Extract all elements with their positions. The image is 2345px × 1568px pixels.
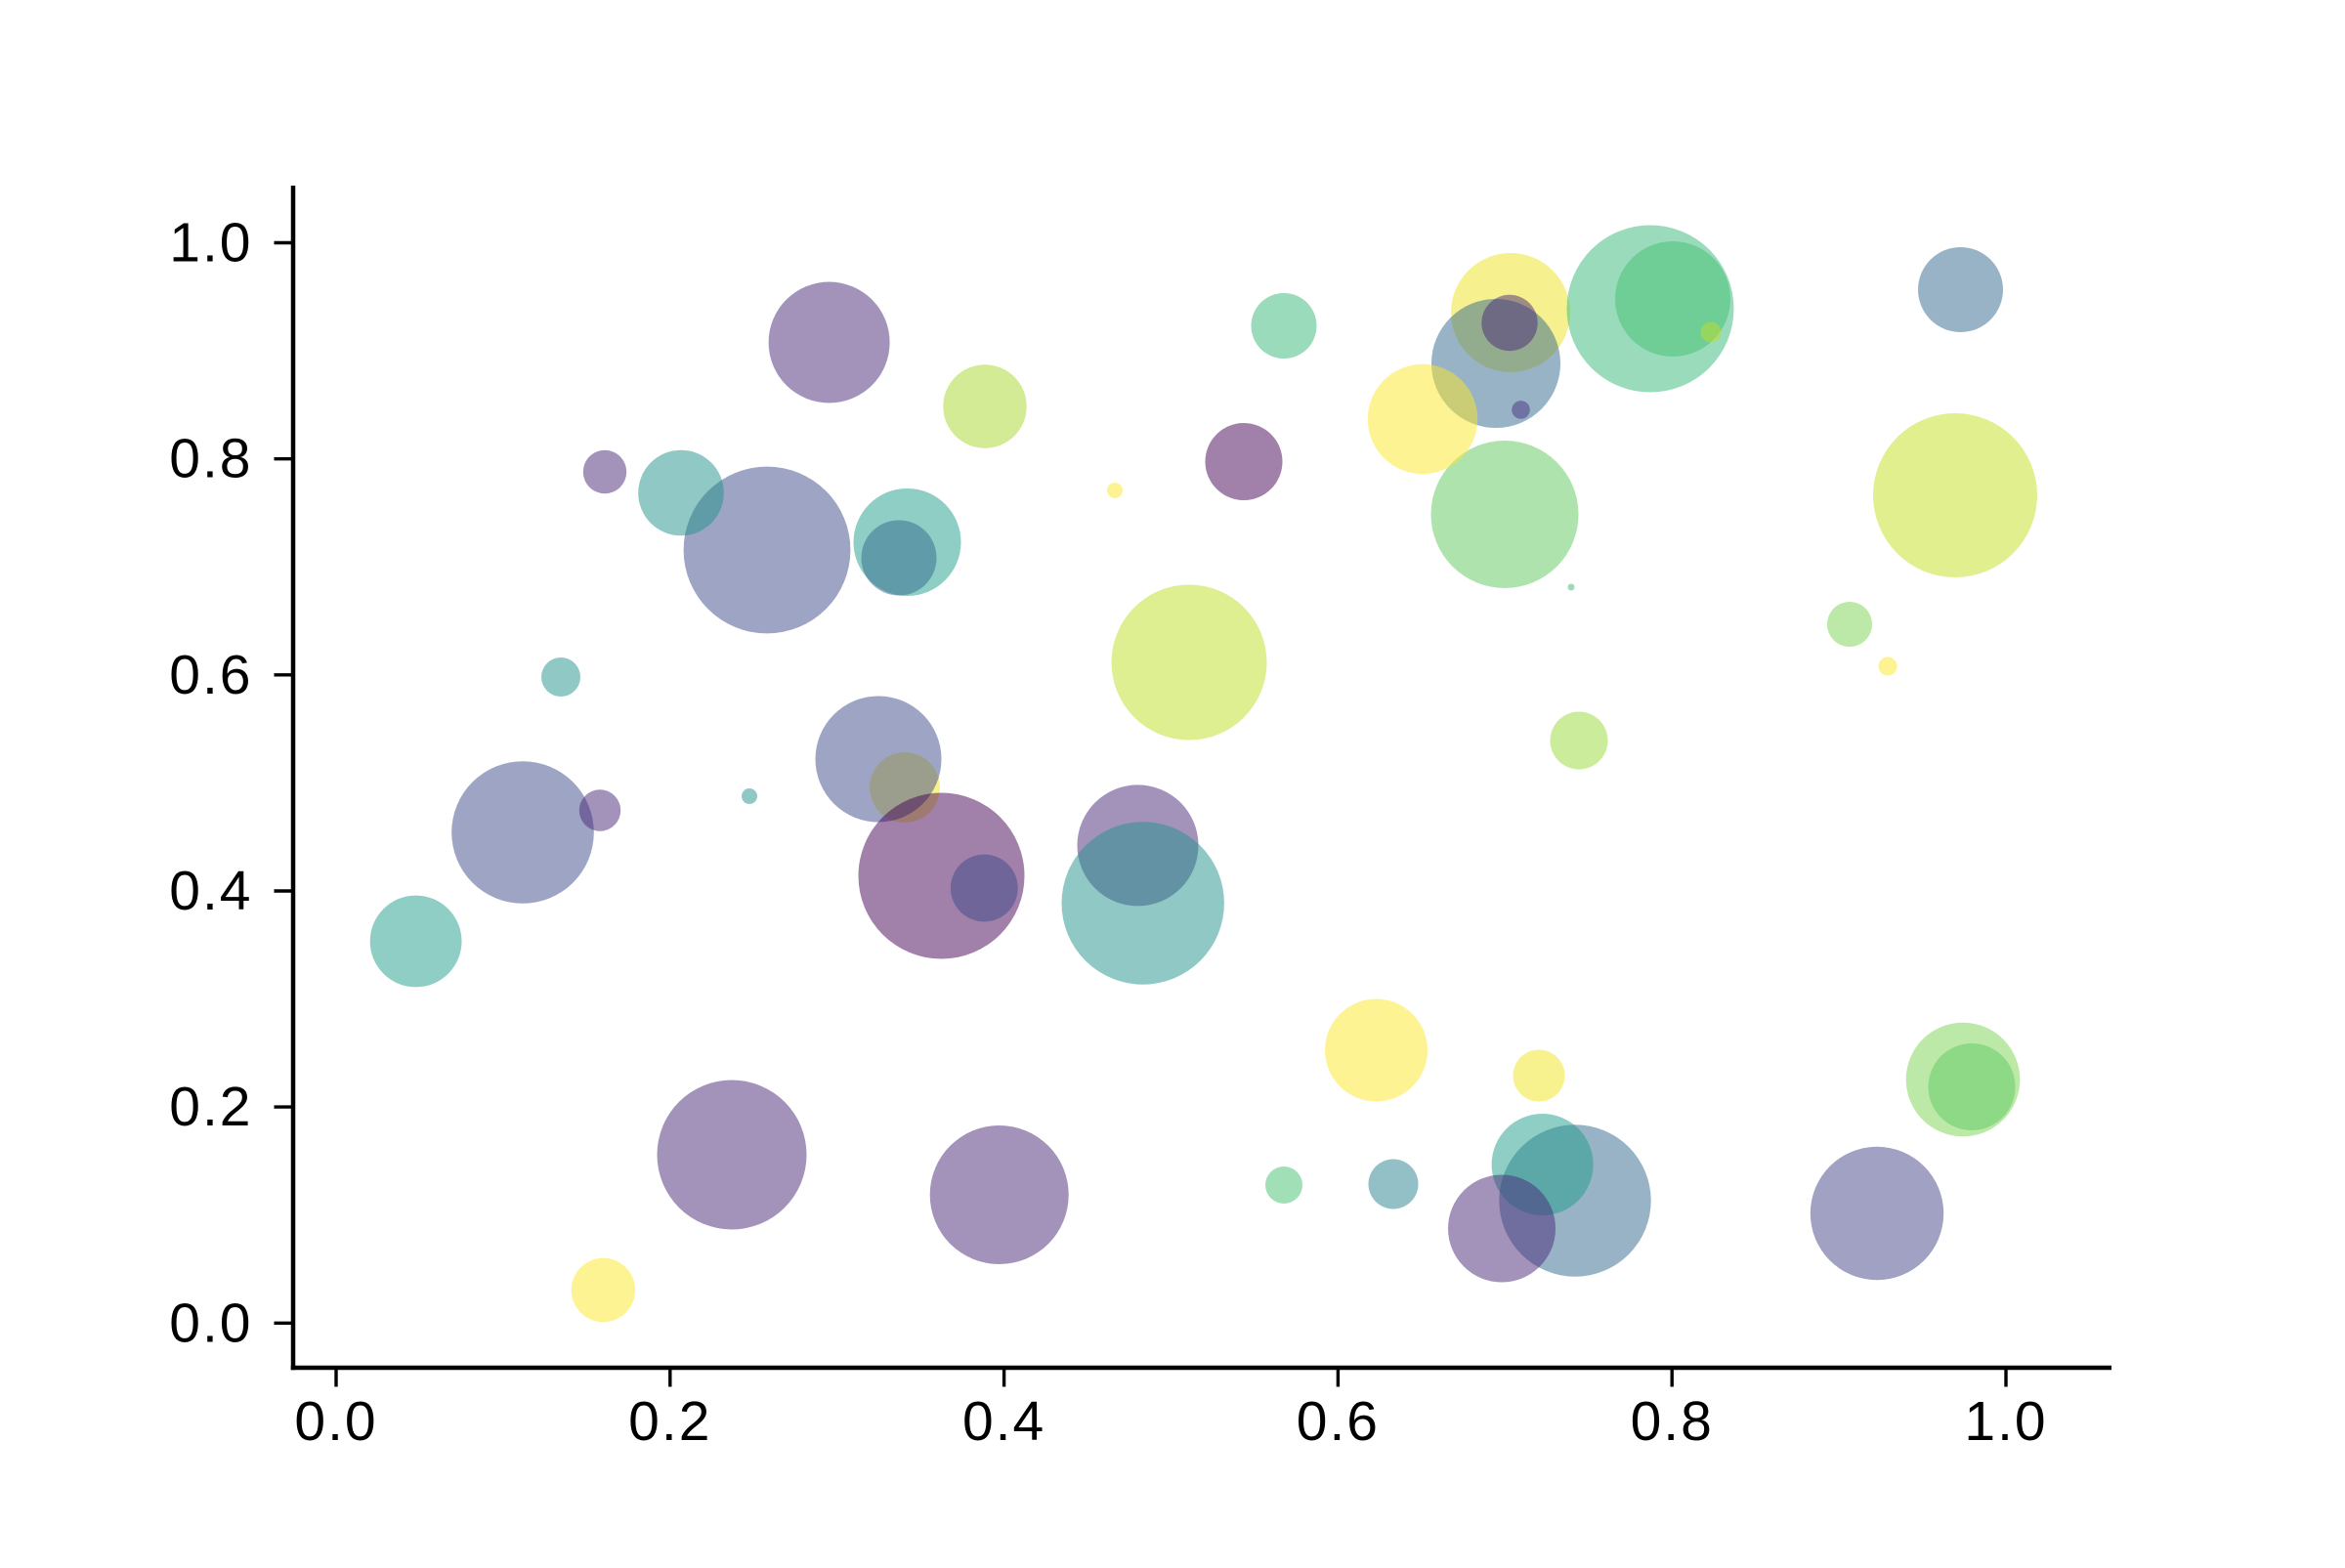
svg-text:1.0: 1.0	[1964, 1390, 2047, 1453]
svg-text:0.0: 0.0	[169, 1292, 252, 1354]
svg-text:0.2: 0.2	[169, 1076, 252, 1138]
svg-text:0.0: 0.0	[294, 1390, 377, 1453]
svg-text:0.4: 0.4	[169, 860, 252, 922]
svg-text:0.8: 0.8	[1631, 1390, 1714, 1453]
svg-text:0.6: 0.6	[1297, 1390, 1380, 1453]
svg-text:0.6: 0.6	[169, 644, 252, 706]
svg-text:1.0: 1.0	[169, 212, 252, 275]
svg-text:0.4: 0.4	[962, 1390, 1045, 1453]
svg-text:0.2: 0.2	[628, 1390, 711, 1453]
svg-text:0.8: 0.8	[169, 428, 252, 490]
